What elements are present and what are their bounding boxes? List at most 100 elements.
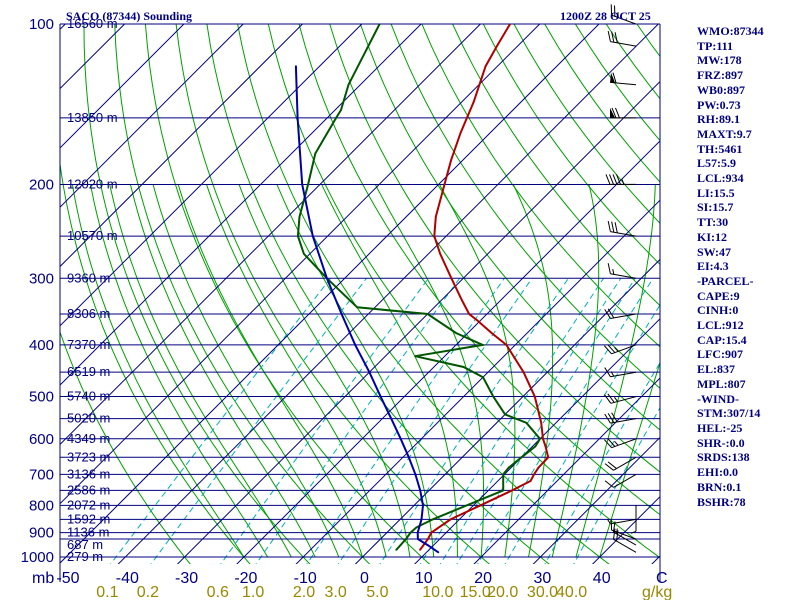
- mixing-ratio-line: [439, 278, 622, 564]
- temperature-profile-point: [419, 549, 421, 551]
- x-tick-label: -10: [294, 570, 317, 587]
- x-tick-label: 20: [474, 570, 492, 587]
- temperature-profile-point: [542, 437, 544, 440]
- wind-barb-staff: [610, 396, 637, 404]
- wind-barb-staff: [610, 41, 637, 47]
- wind-barb-flag: [604, 309, 611, 319]
- dry-adiabat-line: [267, 24, 660, 559]
- dewpoint-profile-point: [415, 526, 418, 529]
- index-entry: -WIND-: [697, 391, 739, 406]
- dry-adiabat-line: [390, 24, 660, 389]
- wind-barb-flag: [611, 107, 617, 119]
- dewpoint-profile-point: [504, 413, 506, 416]
- temperature-profile-point: [450, 277, 453, 280]
- index-entry: KI:12: [697, 229, 727, 244]
- wind-barb-flag: [604, 463, 614, 471]
- temperature-profile-point: [472, 101, 475, 103]
- mixing-ratio-line: [150, 277, 367, 564]
- dry-adiabat-line: [60, 160, 251, 564]
- wind-barb: [610, 72, 637, 86]
- x-tick-label: -40: [116, 570, 139, 587]
- wind-barb: [604, 473, 637, 488]
- height-label: 2586 m: [67, 482, 110, 497]
- mixing-ratio-label: 40.0: [556, 584, 587, 600]
- dewpoint-profile-point: [409, 531, 412, 534]
- wind-barb-half-flag: [614, 347, 619, 352]
- wind-barb-half-flag: [621, 179, 625, 185]
- mixing-ratio-line: [504, 304, 660, 564]
- wind-barb-flag: [604, 367, 611, 377]
- height-label: 1592 m: [67, 511, 110, 526]
- height-label: 8306 m: [67, 306, 110, 321]
- wind-barb: [610, 519, 637, 540]
- index-entry: LCL:912: [697, 318, 744, 333]
- isotherm-line: [295, 199, 660, 564]
- wind-barb-flag: [607, 413, 615, 423]
- dry-adiabat-line: [452, 24, 660, 307]
- dewpoint-profile-point: [426, 313, 429, 315]
- wind-barb-flag: [610, 4, 613, 16]
- wind-barb-flag: [607, 308, 615, 319]
- wind-barb-flag: [607, 461, 617, 469]
- temperature-profile-point: [434, 215, 437, 218]
- mixing-ratio-label: 10.0: [422, 584, 453, 600]
- index-entry: EI:4.3: [697, 259, 729, 274]
- temperature-profile-point: [511, 489, 513, 492]
- dewpoint-profile-point: [314, 152, 317, 155]
- mixing-ratio-line: [110, 277, 331, 564]
- dry-adiabat-line: [206, 24, 550, 564]
- x-tick-label: 10: [415, 570, 433, 587]
- dry-adiabat-line: [60, 330, 191, 564]
- temperature-profile: [419, 24, 550, 551]
- isotherm-line: [60, 24, 185, 149]
- wind-barb-flag: [610, 519, 613, 531]
- wind-barb-flag: [614, 32, 618, 43]
- wind-barb-staff: [613, 531, 637, 546]
- dewpoint-profile-point: [378, 24, 381, 25]
- height-label: 1136 m: [67, 525, 109, 540]
- parcel-path-point: [296, 117, 299, 119]
- wind-barb-flag: [604, 480, 614, 488]
- wind-barb-half-flag: [610, 371, 615, 377]
- wind-barb: [604, 393, 637, 404]
- wind-barb: [605, 174, 636, 185]
- dry-adiabat-line: [175, 24, 490, 564]
- pressure-tick-label: 800: [29, 497, 54, 514]
- temperature-profile-point: [540, 421, 543, 424]
- wind-barb-flag: [607, 263, 611, 274]
- mixing-ratio-label: 1.0: [242, 584, 264, 600]
- temperature-profile-point: [547, 456, 550, 459]
- x-tick-label: 30: [534, 570, 552, 587]
- pressure-tick-label: 700: [29, 466, 54, 483]
- wind-barb-staff: [610, 81, 637, 86]
- isotherm-layer: [60, 24, 660, 564]
- mixing-ratio-label: 0.2: [137, 584, 159, 600]
- wind-barb-staff: [610, 418, 637, 424]
- pressure-tick-label: 900: [29, 525, 54, 542]
- pressure-tick-label: 600: [29, 431, 54, 448]
- mixing-ratio-line: [544, 361, 660, 564]
- chart-subtitle: 1200Z 28 OCT 25: [560, 9, 651, 23]
- temperature-profile-point: [537, 466, 540, 469]
- pressure-tick-label: 300: [29, 270, 54, 287]
- isotherm-line: [60, 24, 66, 31]
- temperature-profile-point: [533, 395, 536, 398]
- mixing-ratio-label: 0.6: [207, 584, 229, 600]
- height-label: 4349 m: [67, 431, 110, 446]
- mixing-ratio-label: 15.0: [460, 584, 491, 600]
- dewpoint-profile-point: [502, 489, 505, 492]
- height-label: 10570 m: [67, 228, 118, 243]
- wind-barb: [604, 456, 637, 471]
- wind-barb-layer: [604, 4, 637, 553]
- temperature-profile-point: [468, 313, 470, 315]
- temperature-profile-point: [450, 159, 452, 162]
- wind-barb-half-flag: [612, 269, 615, 275]
- x-tick-label: 40: [593, 570, 611, 587]
- parcel-path-point: [379, 395, 382, 398]
- isotherm-line: [60, 24, 303, 268]
- pressure-tick-label: 100: [29, 16, 54, 33]
- parcel-path-point: [301, 183, 304, 186]
- wind-barb-flag: [607, 220, 611, 232]
- wind-barb-staff: [611, 344, 637, 355]
- index-entry: CINH:0: [697, 303, 739, 318]
